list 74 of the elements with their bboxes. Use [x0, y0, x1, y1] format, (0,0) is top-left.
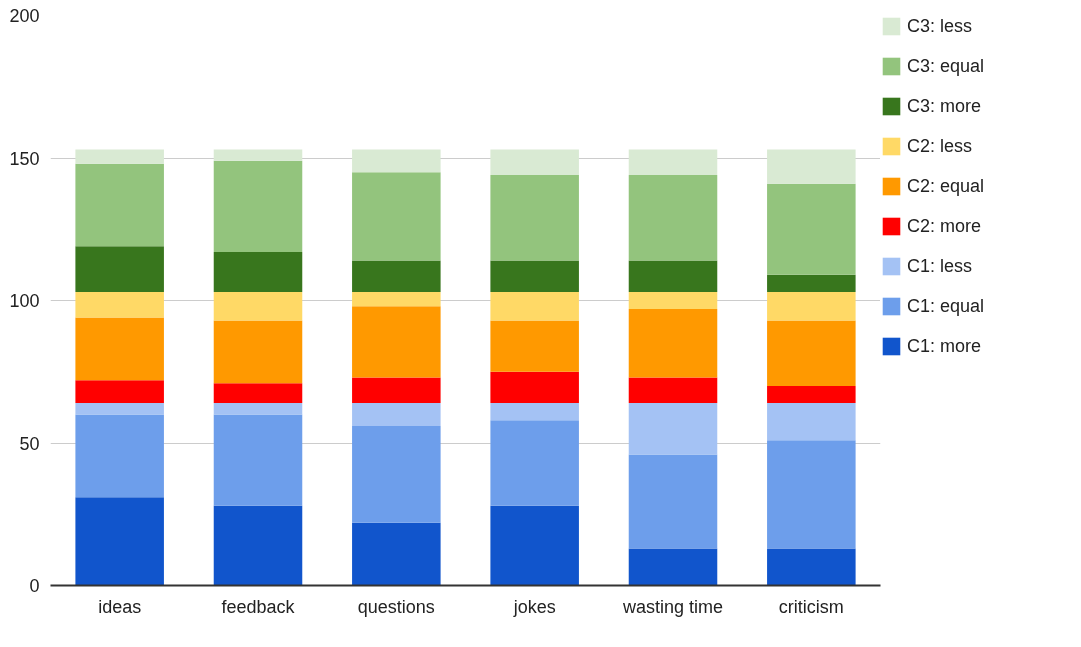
bar: [767, 403, 856, 441]
bar: [352, 260, 441, 292]
bar: [767, 386, 856, 404]
bar: [352, 172, 441, 261]
bar: [628, 454, 718, 549]
bar: [767, 320, 856, 386]
bar: [213, 291, 303, 321]
bar: [628, 309, 718, 378]
legend-label: C1: equal: [907, 295, 985, 317]
x-tick-label: ideas: [98, 596, 142, 617]
bar: [75, 163, 164, 247]
bar: [628, 548, 718, 586]
bar: [213, 505, 303, 586]
legend-label: C2: equal: [907, 175, 985, 197]
legend-label: C2: less: [907, 135, 973, 157]
y-tick-label: 150: [9, 148, 40, 169]
x-tick-label: questions: [357, 596, 435, 617]
bar: [213, 252, 303, 292]
bar: [213, 383, 303, 404]
bar: [490, 175, 579, 261]
bar: [628, 403, 718, 455]
x-tick-label: feedback: [221, 596, 296, 617]
bar: [352, 403, 441, 426]
legend-label: C1: more: [907, 335, 982, 357]
bar: [490, 320, 579, 372]
bar: [75, 317, 164, 381]
legend-label: C2: more: [907, 215, 982, 237]
bar: [75, 291, 164, 318]
bar: [628, 291, 718, 310]
bar: [352, 149, 441, 173]
legend-label: C3: less: [907, 15, 973, 37]
y-tick-label: 50: [19, 433, 40, 454]
bar: [352, 377, 441, 404]
bar: [352, 306, 441, 378]
y-tick-label: 100: [9, 291, 40, 311]
bar: [767, 291, 856, 321]
bar: [75, 414, 164, 498]
legend-label: C1: less: [907, 255, 973, 277]
bar: [767, 149, 856, 184]
bar: [213, 160, 303, 253]
bar: [767, 440, 856, 549]
x-tick-label: jokes: [512, 596, 556, 617]
bar: [628, 149, 718, 176]
bar: [213, 403, 303, 415]
bar: [767, 183, 856, 275]
x-tick-label: wasting time: [621, 596, 724, 617]
bar: [213, 149, 303, 161]
bar: [490, 260, 579, 292]
legend-label: C3: equal: [907, 55, 985, 77]
bar: [490, 291, 579, 321]
bar: [490, 403, 579, 421]
bar: [628, 377, 718, 404]
bar: [628, 175, 718, 261]
bar: [767, 274, 856, 292]
bar: [352, 425, 441, 523]
bar: [490, 505, 579, 586]
bar: [352, 291, 441, 307]
bar: [352, 522, 441, 586]
bar: [75, 403, 164, 415]
bar: [75, 149, 164, 164]
bar: [490, 371, 579, 404]
bar: [213, 320, 303, 384]
bar: [75, 380, 164, 404]
bar: [213, 414, 303, 506]
x-tick-label: criticism: [778, 596, 844, 617]
bar: [490, 420, 579, 506]
bar: [767, 548, 856, 586]
bar: [490, 149, 579, 176]
y-tick-label: 0: [29, 576, 40, 596]
bar: [75, 497, 164, 586]
bar: [628, 260, 718, 292]
legend-label: C3: more: [907, 95, 982, 117]
y-tick-label: 200: [9, 6, 40, 26]
bar: [75, 246, 164, 292]
